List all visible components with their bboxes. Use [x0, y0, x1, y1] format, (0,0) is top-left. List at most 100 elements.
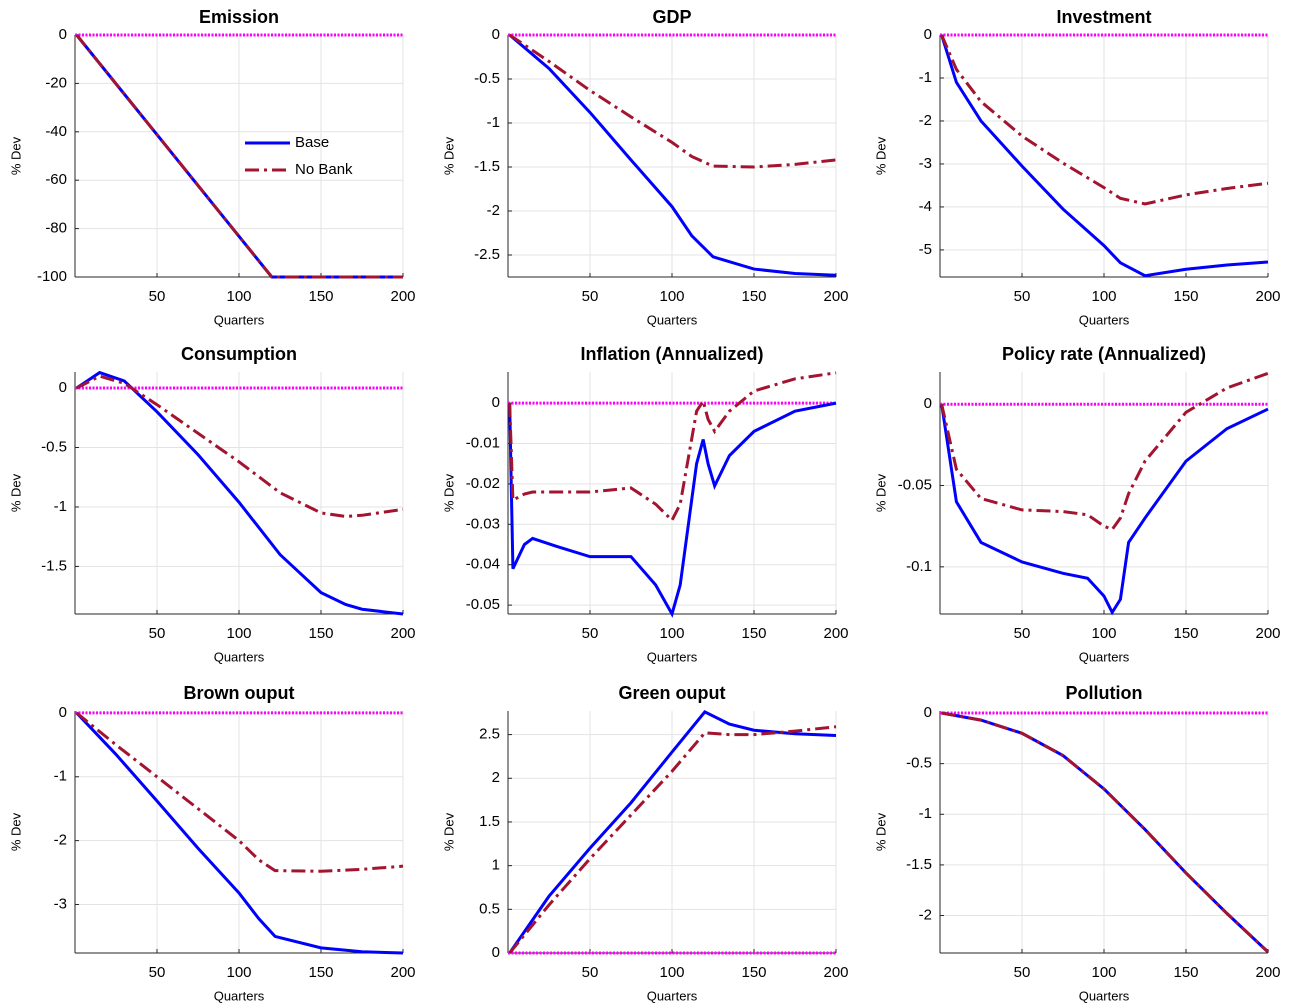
- y-axis-label: % Dev: [8, 812, 23, 851]
- y-tick-label: -0.01: [466, 434, 500, 451]
- y-tick-label: -4: [919, 198, 932, 215]
- subplot: 50 100 150 200 -0.05 -0.04 -0.03 -0.02 -0.01 0 Inf…: [441, 344, 848, 665]
- x-tick-label: 200: [1255, 964, 1280, 981]
- series-line: [75, 374, 404, 518]
- series-line: [75, 34, 403, 279]
- x-tick-label: 150: [1173, 964, 1198, 981]
- y-axis-label: % Dev: [8, 473, 23, 512]
- y-tick-label: 0: [924, 26, 932, 43]
- x-tick-label: 150: [741, 964, 766, 981]
- x-tick-label: 200: [390, 288, 415, 305]
- x-tick-label: 200: [823, 625, 848, 642]
- x-tick-label: 100: [226, 288, 251, 305]
- x-axis-label: Quarters: [647, 649, 698, 664]
- x-tick-label: 50: [1014, 288, 1031, 305]
- subplot-title: GDP: [652, 7, 691, 27]
- y-tick-label: -0.05: [466, 596, 500, 613]
- subplot-title: Inflation (Annualized): [581, 344, 764, 364]
- y-tick-label: 2: [492, 769, 500, 786]
- subplot-title: Green ouput: [619, 683, 726, 703]
- y-tick-label: -0.1: [906, 558, 932, 575]
- series-line: [940, 34, 1269, 206]
- y-axis-label: % Dev: [441, 473, 456, 512]
- series-line: [940, 403, 1269, 616]
- subplot-title: Emission: [199, 7, 279, 27]
- y-tick-label: -80: [45, 220, 67, 237]
- y-tick-label: 0: [492, 944, 500, 961]
- x-tick-label: 150: [741, 288, 766, 305]
- y-tick-label: -1: [54, 768, 67, 785]
- series-line: [75, 711, 404, 955]
- y-tick-label: -0.5: [474, 70, 500, 87]
- y-tick-label: 0: [924, 395, 932, 412]
- subplot: 50 100 150 200 -1.5 -1 -0.5 0 Consumption Quarter…: [8, 344, 415, 665]
- x-tick-label: 150: [741, 625, 766, 642]
- y-tick-label: -0.5: [41, 438, 67, 455]
- y-tick-label: -1: [54, 498, 67, 515]
- x-tick-label: 150: [308, 625, 333, 642]
- x-tick-label: 50: [1014, 625, 1031, 642]
- x-tick-label: 150: [308, 964, 333, 981]
- x-axis-label: Quarters: [1079, 312, 1130, 327]
- y-tick-label: -0.05: [898, 476, 932, 493]
- x-tick-label: 200: [1255, 625, 1280, 642]
- legend-label: Base: [295, 134, 329, 151]
- y-tick-label: 0: [492, 394, 500, 411]
- y-tick-label: -3: [919, 155, 932, 172]
- subplot: 50 100 150 200 -0.1 -0.05 0 Policy rate (Annual…: [873, 344, 1280, 665]
- y-tick-label: -2: [919, 112, 932, 129]
- x-tick-label: 150: [1173, 625, 1198, 642]
- series-line: [940, 371, 1269, 532]
- y-tick-label: -1: [919, 805, 932, 822]
- y-tick-label: -1.5: [474, 158, 500, 175]
- x-tick-label: 50: [582, 964, 599, 981]
- y-tick-label: -2.5: [474, 246, 500, 263]
- x-axis-label: Quarters: [214, 312, 265, 327]
- y-tick-label: 2.5: [479, 726, 500, 743]
- y-axis-label: % Dev: [441, 136, 456, 175]
- y-axis-label: % Dev: [8, 136, 23, 175]
- y-tick-label: 0: [492, 26, 500, 43]
- x-axis-label: Quarters: [214, 988, 265, 1003]
- y-tick-label: 0: [59, 26, 67, 43]
- series-line: [941, 711, 1270, 954]
- x-tick-label: 100: [1091, 964, 1116, 981]
- subplot-title: Consumption: [181, 344, 297, 364]
- series-line: [508, 709, 837, 954]
- series-line: [75, 370, 404, 616]
- series-line: [508, 725, 837, 954]
- series-line: [508, 401, 837, 618]
- x-tick-label: 50: [582, 288, 599, 305]
- y-tick-label: 0: [59, 704, 67, 721]
- series-line: [75, 711, 404, 873]
- y-tick-label: -1.5: [906, 856, 932, 873]
- y-tick-label: -0.03: [466, 515, 500, 532]
- y-tick-label: -60: [45, 171, 67, 188]
- y-tick-label: 0: [59, 379, 67, 396]
- x-axis-label: Quarters: [1079, 649, 1130, 664]
- y-tick-label: -0.5: [906, 755, 932, 772]
- series-line: [75, 34, 403, 279]
- x-tick-label: 50: [149, 288, 166, 305]
- subplot-title: Brown ouput: [184, 683, 295, 703]
- y-tick-label: -5: [919, 241, 932, 258]
- series-line: [508, 33, 837, 277]
- x-tick-label: 100: [659, 625, 684, 642]
- x-tick-label: 200: [390, 964, 415, 981]
- subplot: 50 100 150 200 -3 -2 -1 0 Brown ouput Quarters % D…: [8, 683, 415, 1004]
- x-tick-label: 50: [1014, 964, 1031, 981]
- x-tick-label: 200: [823, 288, 848, 305]
- subplot-title: Investment: [1056, 7, 1151, 27]
- x-tick-label: 100: [1091, 625, 1116, 642]
- y-tick-label: -2: [487, 202, 500, 219]
- x-axis-label: Quarters: [647, 312, 698, 327]
- series-line: [508, 371, 837, 523]
- subplot: 50 100 150 200 -5 -4 -3 -2 -1 0 Investment Quarters…: [873, 7, 1280, 328]
- subplot: 50 100 150 200 0 0.5 1 1.5 2 2.5 Green ouput Quarte…: [441, 683, 848, 1004]
- y-tick-label: -2: [54, 832, 67, 849]
- subplot: 50 100 150 200 -2 -1.5 -1 -0.5 0 Pollution Quarter…: [873, 683, 1280, 1004]
- y-tick-label: -0.04: [466, 556, 500, 573]
- y-tick-label: 1: [492, 857, 500, 874]
